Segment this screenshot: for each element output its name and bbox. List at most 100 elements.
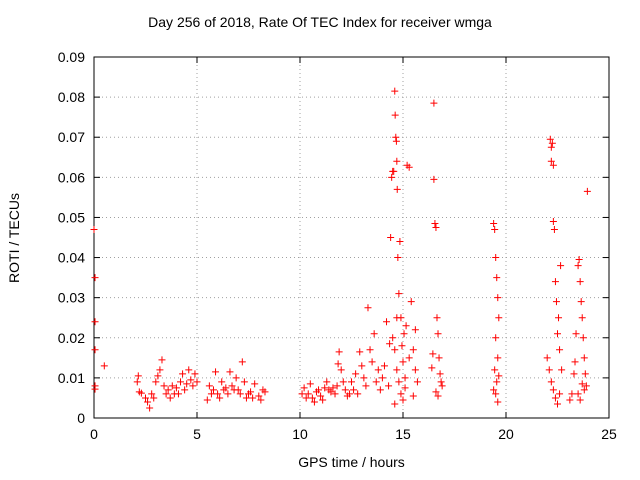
data-point — [339, 378, 347, 386]
data-point — [580, 386, 588, 394]
data-point — [547, 157, 555, 165]
data-point — [370, 330, 378, 338]
data-point — [142, 394, 149, 402]
data-point — [430, 175, 438, 183]
data-point — [397, 390, 405, 398]
data-point — [189, 382, 197, 390]
data-point — [401, 374, 409, 382]
data-point — [495, 372, 503, 380]
data-point — [354, 390, 362, 398]
data-point — [152, 378, 160, 386]
data-point — [430, 99, 438, 107]
data-point — [360, 374, 368, 382]
data-point — [209, 386, 217, 394]
data-point — [319, 396, 327, 404]
data-point — [218, 378, 226, 386]
data-point — [156, 366, 164, 374]
data-point — [549, 386, 557, 394]
data-point — [576, 278, 584, 286]
data-point — [434, 330, 442, 338]
data-point — [146, 404, 154, 412]
data-point — [172, 384, 180, 392]
data-point — [396, 238, 404, 246]
data-point — [393, 185, 401, 193]
axis-ticks: 0 0.01 0.02 0.03 0.04 0.05 0.06 0.07 0.08 0.09 0 5 1… — [58, 49, 617, 442]
data-point — [493, 274, 501, 282]
x-axis-label: GPS time / hours — [298, 454, 405, 470]
data-point — [393, 157, 401, 165]
data-point — [137, 389, 145, 397]
data-point — [255, 392, 263, 400]
data-point — [306, 380, 314, 388]
data-point — [374, 366, 382, 374]
data-point — [174, 390, 182, 398]
data-point — [383, 318, 391, 326]
data-point — [391, 346, 399, 354]
data-point — [492, 334, 500, 342]
data-point — [491, 225, 499, 233]
x-tick-label: 10 — [292, 426, 308, 442]
data-point — [378, 374, 386, 382]
data-point — [578, 314, 586, 322]
data-point — [352, 370, 360, 378]
data-point — [212, 368, 220, 376]
data-point — [203, 396, 211, 404]
x-tick-label: 25 — [601, 426, 617, 442]
data-point — [395, 378, 403, 386]
data-point — [391, 400, 399, 408]
data-point — [327, 388, 335, 396]
data-point — [581, 370, 589, 378]
data-point — [91, 346, 99, 354]
data-point — [391, 111, 399, 119]
data-point — [393, 366, 401, 374]
data-point — [331, 390, 339, 398]
data-point — [556, 346, 564, 354]
data-point — [402, 322, 410, 330]
data-point — [547, 143, 555, 151]
data-point — [368, 358, 376, 366]
data-point — [551, 278, 559, 286]
data-point — [207, 390, 215, 398]
data-point — [575, 256, 583, 264]
data-point — [493, 378, 501, 386]
y-tick-label: 0 — [77, 410, 85, 426]
data-point — [566, 396, 574, 404]
data-point — [438, 382, 446, 390]
data-point — [257, 396, 265, 404]
data-point — [572, 330, 580, 338]
data-point — [411, 326, 419, 334]
data-point — [494, 398, 502, 406]
data-point — [431, 219, 439, 227]
data-point — [546, 135, 554, 143]
data-point — [366, 346, 374, 354]
data-point — [321, 384, 329, 392]
data-point — [179, 370, 187, 378]
data-point — [302, 394, 310, 402]
data-point — [388, 173, 396, 181]
data-point — [185, 366, 193, 374]
data-point — [550, 225, 558, 233]
data-point — [191, 370, 199, 378]
data-point — [557, 262, 565, 270]
data-point — [386, 340, 394, 348]
data-point — [372, 378, 380, 386]
data-point — [177, 378, 185, 386]
data-point — [405, 163, 413, 171]
grid — [94, 57, 609, 418]
data-point — [409, 392, 417, 400]
plot-frame — [93, 56, 610, 419]
data-point — [400, 330, 408, 338]
data-point — [238, 358, 246, 366]
data-point — [558, 366, 566, 374]
y-tick-label: 0.01 — [58, 370, 85, 386]
data-point — [356, 348, 364, 356]
data-point — [583, 187, 591, 195]
data-point — [399, 358, 407, 366]
data-point — [398, 342, 406, 350]
data-point — [395, 290, 403, 298]
data-point — [413, 378, 421, 386]
x-tick-label: 5 — [193, 426, 201, 442]
data-point — [435, 354, 443, 362]
data-point — [549, 161, 557, 169]
